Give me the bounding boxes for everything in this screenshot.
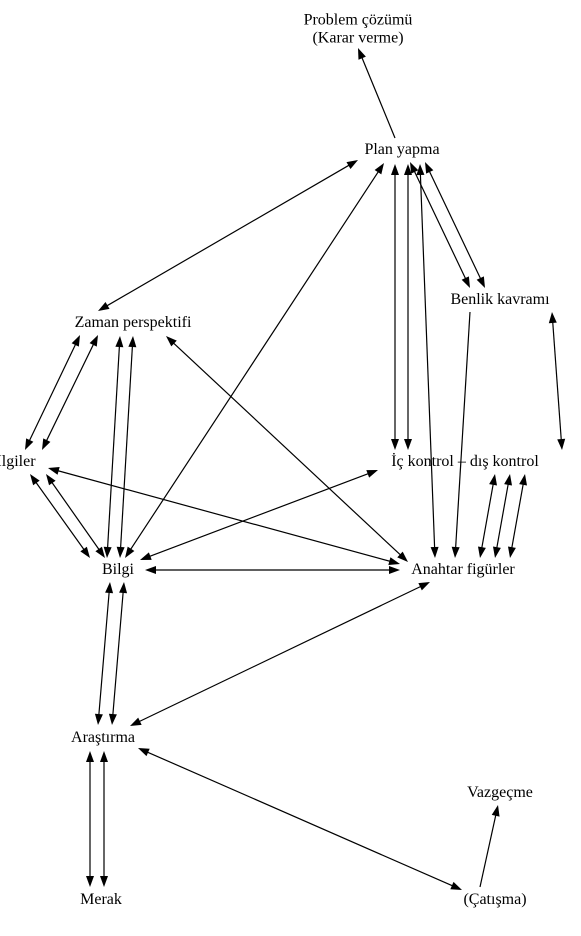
edge-15 <box>34 479 86 552</box>
edge-9 <box>455 312 470 551</box>
edge-19 <box>481 480 494 551</box>
edge-20 <box>496 480 509 551</box>
edge-3 <box>104 163 353 307</box>
edge-0 <box>361 54 395 138</box>
edge-28 <box>144 751 456 888</box>
edge-6 <box>129 169 381 553</box>
node-benlik: Benlik kavramı <box>450 291 549 309</box>
edge-29 <box>480 811 497 887</box>
node-problem: Problem çözümü(Karar verme) <box>304 12 413 49</box>
node-catisma: (Çatışma) <box>463 891 526 909</box>
node-bilgi: Bilgi <box>102 561 134 579</box>
node-ickontrol: İç kontrol – dış kontrol <box>391 453 539 471</box>
edge-13 <box>120 343 132 552</box>
edge-12 <box>107 343 119 552</box>
edge-23 <box>99 589 110 719</box>
node-merak: Merak <box>80 891 122 909</box>
node-zaman: Zaman perspektifi <box>75 314 192 332</box>
node-vazgecme: Vazgeçme <box>467 784 533 802</box>
edge-25 <box>136 585 424 723</box>
edge-16 <box>50 479 101 552</box>
edge-14 <box>171 341 403 558</box>
edge-18 <box>146 472 372 557</box>
edge-8 <box>552 319 561 444</box>
node-ilgiler: İlgiler <box>0 453 36 471</box>
node-arastirma: Araştırma <box>71 729 135 747</box>
node-plan: Plan yapma <box>364 141 439 159</box>
edge-21 <box>511 480 524 551</box>
diagram-network: Problem çözümü(Karar verme) Plan yapma Ben… <box>0 0 581 936</box>
edge-2 <box>428 168 482 282</box>
edge-24 <box>113 589 124 719</box>
edge-7 <box>420 171 434 552</box>
node-anahtar: Anahtar figürler <box>411 561 515 579</box>
